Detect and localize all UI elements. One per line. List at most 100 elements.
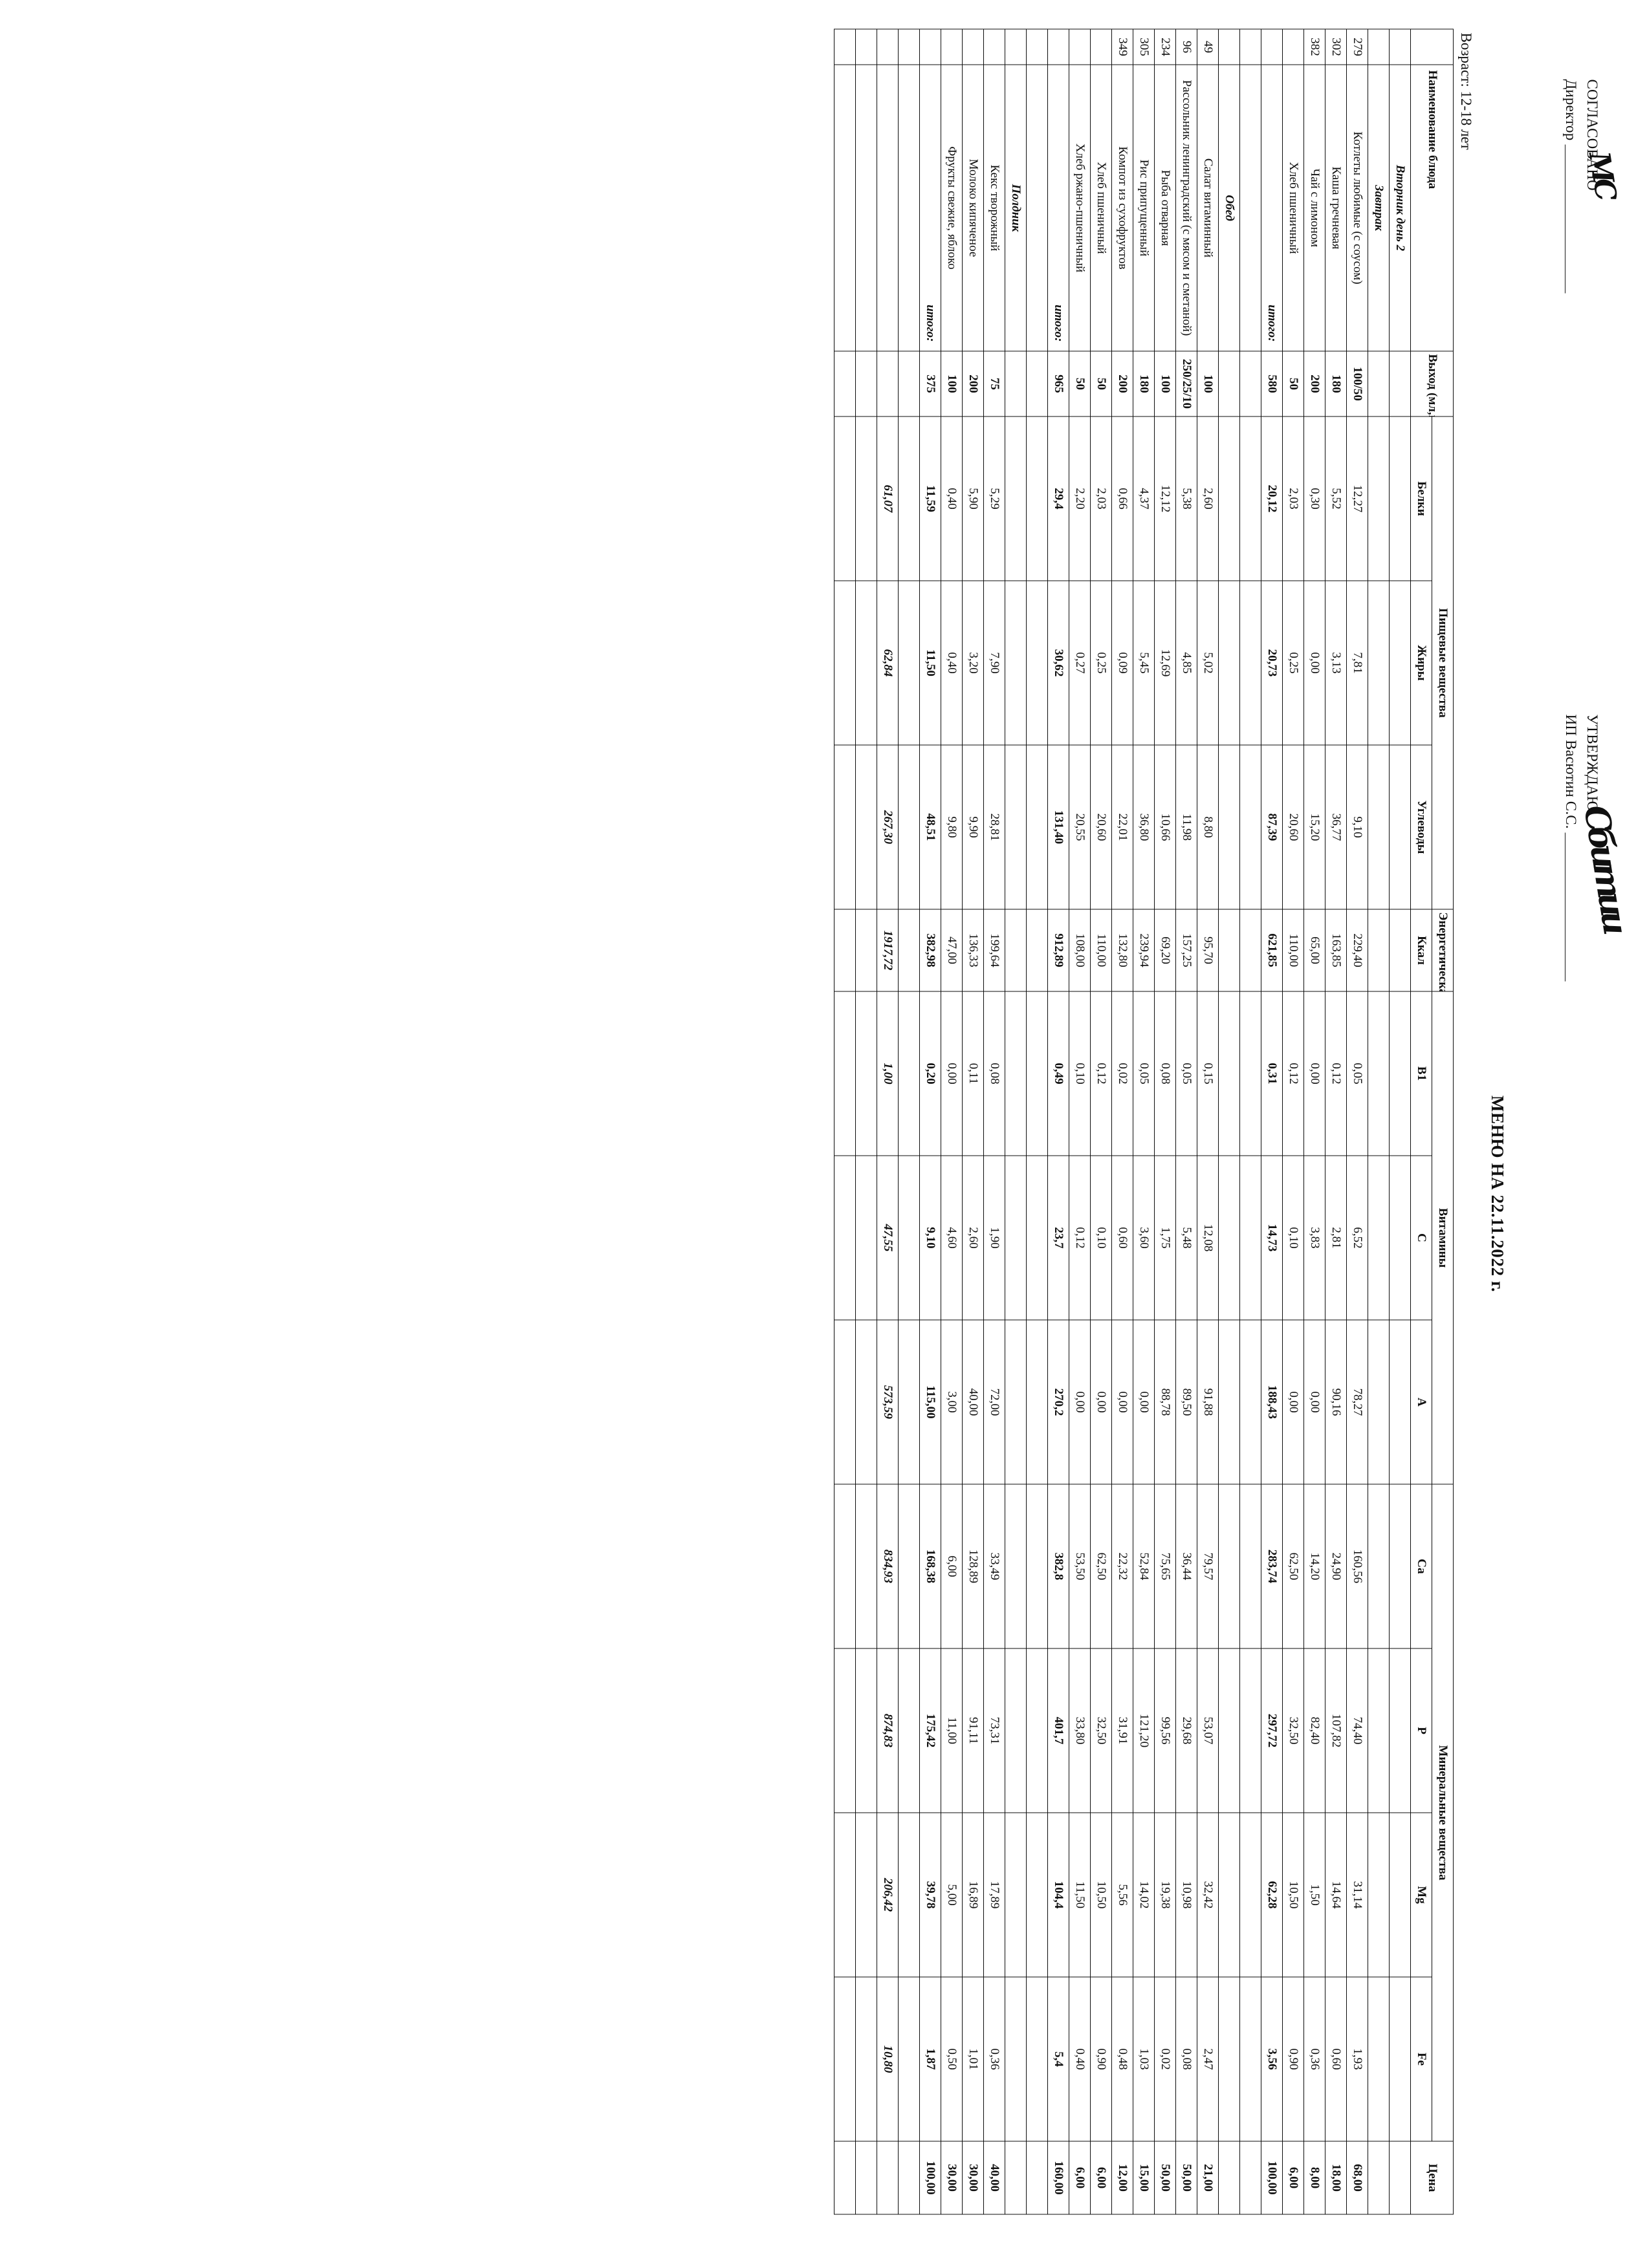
row-dish-name: Хлеб пшеничный: [1282, 64, 1304, 351]
spacer-cell: [834, 991, 856, 1156]
row-c: 0,10: [1090, 1155, 1112, 1320]
day-b1-cell: [1389, 991, 1411, 1156]
day-out-cell: [1389, 351, 1411, 416]
row-c: 6,52: [1346, 1155, 1368, 1320]
row-fe: 0,50: [941, 1976, 963, 2141]
row-p: 32,50: [1282, 1648, 1304, 1813]
grand-a: 573,59: [877, 1319, 899, 1484]
spacer-cell: [898, 744, 920, 909]
row-protein: 12,12: [1154, 416, 1176, 581]
day-num-cell: [1389, 28, 1411, 65]
grand-fe: 10,80: [877, 1976, 899, 2141]
spacer-cell: [898, 1976, 920, 2141]
total-fat: 11,50: [919, 580, 941, 745]
th-calcium: Ca: [1410, 1484, 1432, 1648]
row-mg: 14,02: [1133, 1812, 1155, 1977]
approval-right-block: УТВЕРЖДАЮ ИП Васютин С.С.: [1560, 714, 1603, 985]
section-p-cell: [1218, 1648, 1240, 1813]
spacer-cell: [855, 991, 877, 1156]
day-protein-cell: [1389, 416, 1411, 581]
row-mg: 10,98: [1175, 1812, 1197, 1977]
row-protein: 5,38: [1175, 416, 1197, 581]
row-a: 3,00: [941, 1319, 963, 1484]
total-fe: 5,4: [1047, 1976, 1069, 2141]
grand-mg: 206,42: [877, 1812, 899, 1977]
total-price: 100,00: [1261, 2141, 1283, 2214]
spacer-cell: [855, 1976, 877, 2141]
total-kcal: 621,85: [1261, 909, 1283, 991]
day-row: Вторник день 2: [1389, 28, 1411, 2214]
table-row: Хлеб пшеничный 50 2,03 0,25 20,60 110,00 0,12 0…: [1090, 28, 1112, 2214]
row-output: 180: [1133, 351, 1155, 416]
row-carbs: 9,80: [941, 744, 963, 909]
approval-header: СОГЛАСОВАНО Директор МС УТВЕРЖДАЮ ИП Вас…: [1511, 28, 1625, 2242]
row-price: 50,00: [1175, 2141, 1197, 2214]
row-fat: 3,20: [962, 580, 984, 745]
th-carbs: Углеводы: [1410, 744, 1432, 909]
day-kcal-cell: [1389, 909, 1411, 991]
section-spacer-row: [898, 28, 920, 2214]
row-price: 21,00: [1197, 2141, 1219, 2214]
row-protein: 2,60: [1197, 416, 1219, 581]
row-mg: 10,50: [1282, 1812, 1304, 1977]
row-c: 4,60: [941, 1155, 963, 1320]
row-price: 12,00: [1111, 2141, 1133, 2214]
row-c: 0,60: [1111, 1155, 1133, 1320]
day-a-cell: [1389, 1319, 1411, 1484]
row-output: 100: [941, 351, 963, 416]
section-carbs-cell: [1218, 744, 1240, 909]
spacer-cell: [1026, 28, 1048, 65]
section-price-cell: [1218, 2141, 1240, 2214]
row-price: 8,00: [1303, 2141, 1325, 2214]
section-protein-cell: [1005, 416, 1027, 581]
row-carbs: 22,01: [1111, 744, 1133, 909]
section-title-0: Завтрак: [1368, 64, 1390, 351]
row-output: 100/50: [1346, 351, 1368, 416]
row-output: 50: [1069, 351, 1091, 416]
section-ca-cell: [1005, 1484, 1027, 1648]
row-c: 12,08: [1197, 1155, 1219, 1320]
spacer-cell: [834, 351, 856, 416]
row-number: [1069, 28, 1091, 65]
row-p: 11,00: [941, 1648, 963, 1813]
spacer-cell: [855, 1155, 877, 1320]
spacer-cell: [834, 1484, 856, 1648]
total-p: 401,7: [1047, 1648, 1069, 1813]
spacer-cell: [1239, 1155, 1261, 1320]
row-fe: 0,90: [1282, 1976, 1304, 2141]
row-dish-name: Фрукты свежие, яблоко: [941, 64, 963, 351]
total-label: итого:: [1047, 64, 1069, 351]
row-mg: 5,00: [941, 1812, 963, 1977]
section-header-row: Завтрак: [1368, 28, 1390, 2214]
row-a: 72,00: [983, 1319, 1005, 1484]
row-fat: 0,25: [1090, 580, 1112, 745]
section-b1-cell: [1218, 991, 1240, 1156]
row-number: 49: [1197, 28, 1219, 65]
day-c-cell: [1389, 1155, 1411, 1320]
total-ca: 168,38: [919, 1484, 941, 1648]
total-mg: 62,28: [1261, 1812, 1283, 1977]
section-fe-cell: [1218, 1976, 1240, 2141]
spacer-cell: [855, 744, 877, 909]
total-num-cell: [1261, 28, 1283, 65]
total-num-cell: [1047, 28, 1069, 65]
row-a: 78,27: [1346, 1319, 1368, 1484]
total-fe: 1,87: [919, 1976, 941, 2141]
row-a: 0,00: [1133, 1319, 1155, 1484]
spacer-cell: [1026, 351, 1048, 416]
spacer-cell: [1026, 416, 1048, 581]
section-a-cell: [1005, 1319, 1027, 1484]
grand-num-cell: [877, 28, 899, 65]
row-carbs: 36,80: [1133, 744, 1155, 909]
spacer-cell: [855, 2141, 877, 2214]
section-kcal-cell: [1005, 909, 1027, 991]
row-kcal: 108,00: [1069, 909, 1091, 991]
spacer-cell: [855, 64, 877, 351]
row-dish-name: Рис припущенный: [1133, 64, 1155, 351]
row-kcal: 65,00: [1303, 909, 1325, 991]
section-carbs-cell: [1368, 744, 1390, 909]
spacer-cell: [1239, 909, 1261, 991]
section-kcal-cell: [1368, 909, 1390, 991]
spacer-cell: [855, 28, 877, 65]
